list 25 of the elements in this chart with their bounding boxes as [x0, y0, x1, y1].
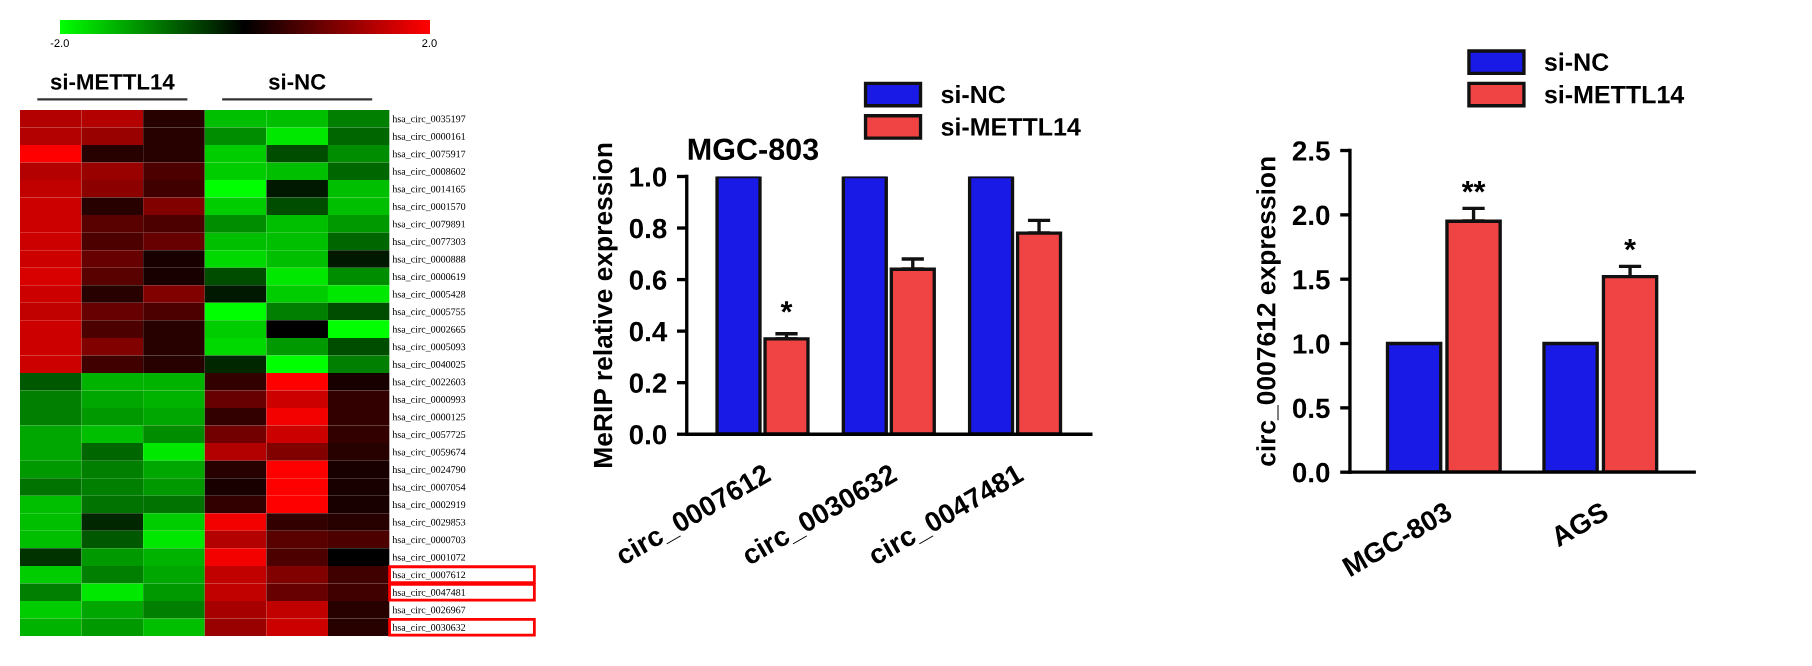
y-tick-label: 0.2 — [629, 373, 667, 394]
y-tick-label: 0.4 — [629, 321, 668, 342]
y-tick-label: 2.0 — [1292, 205, 1330, 226]
text: si-METTL14 — [50, 73, 175, 90]
y-tick-label: 0.8 — [629, 218, 667, 239]
y-tick-label: 0.0 — [629, 424, 667, 445]
text: si-NC — [268, 73, 326, 90]
y-tick-label: 0.5 — [1292, 398, 1330, 419]
chart-title: MGC-803 — [688, 138, 819, 161]
y-axis-title: MeRIP relative expression — [592, 143, 618, 467]
y-tick-label: 1.5 — [1293, 270, 1330, 290]
legend-label: si-METTL14 — [941, 117, 1081, 136]
y-tick-label: 1.0 — [630, 167, 667, 187]
annotation: * — [780, 301, 793, 313]
y-tick-label: 2.5 — [1292, 141, 1330, 161]
annotation: * — [1624, 238, 1636, 251]
y-axis-title: circ_0007612 expression — [1256, 157, 1281, 466]
x-tick-label: AGS — [1549, 501, 1610, 548]
y-tick-label: 0.0 — [1292, 462, 1330, 483]
legend-label: si-NC — [941, 84, 1006, 104]
legend-label: si-METTL14 — [1544, 85, 1685, 104]
y-tick-label: 0.6 — [629, 270, 667, 290]
annotation: ** — [1461, 181, 1486, 193]
legend-label: si-NC — [1544, 52, 1609, 71]
y-tick-label: 1.0 — [1293, 334, 1330, 354]
